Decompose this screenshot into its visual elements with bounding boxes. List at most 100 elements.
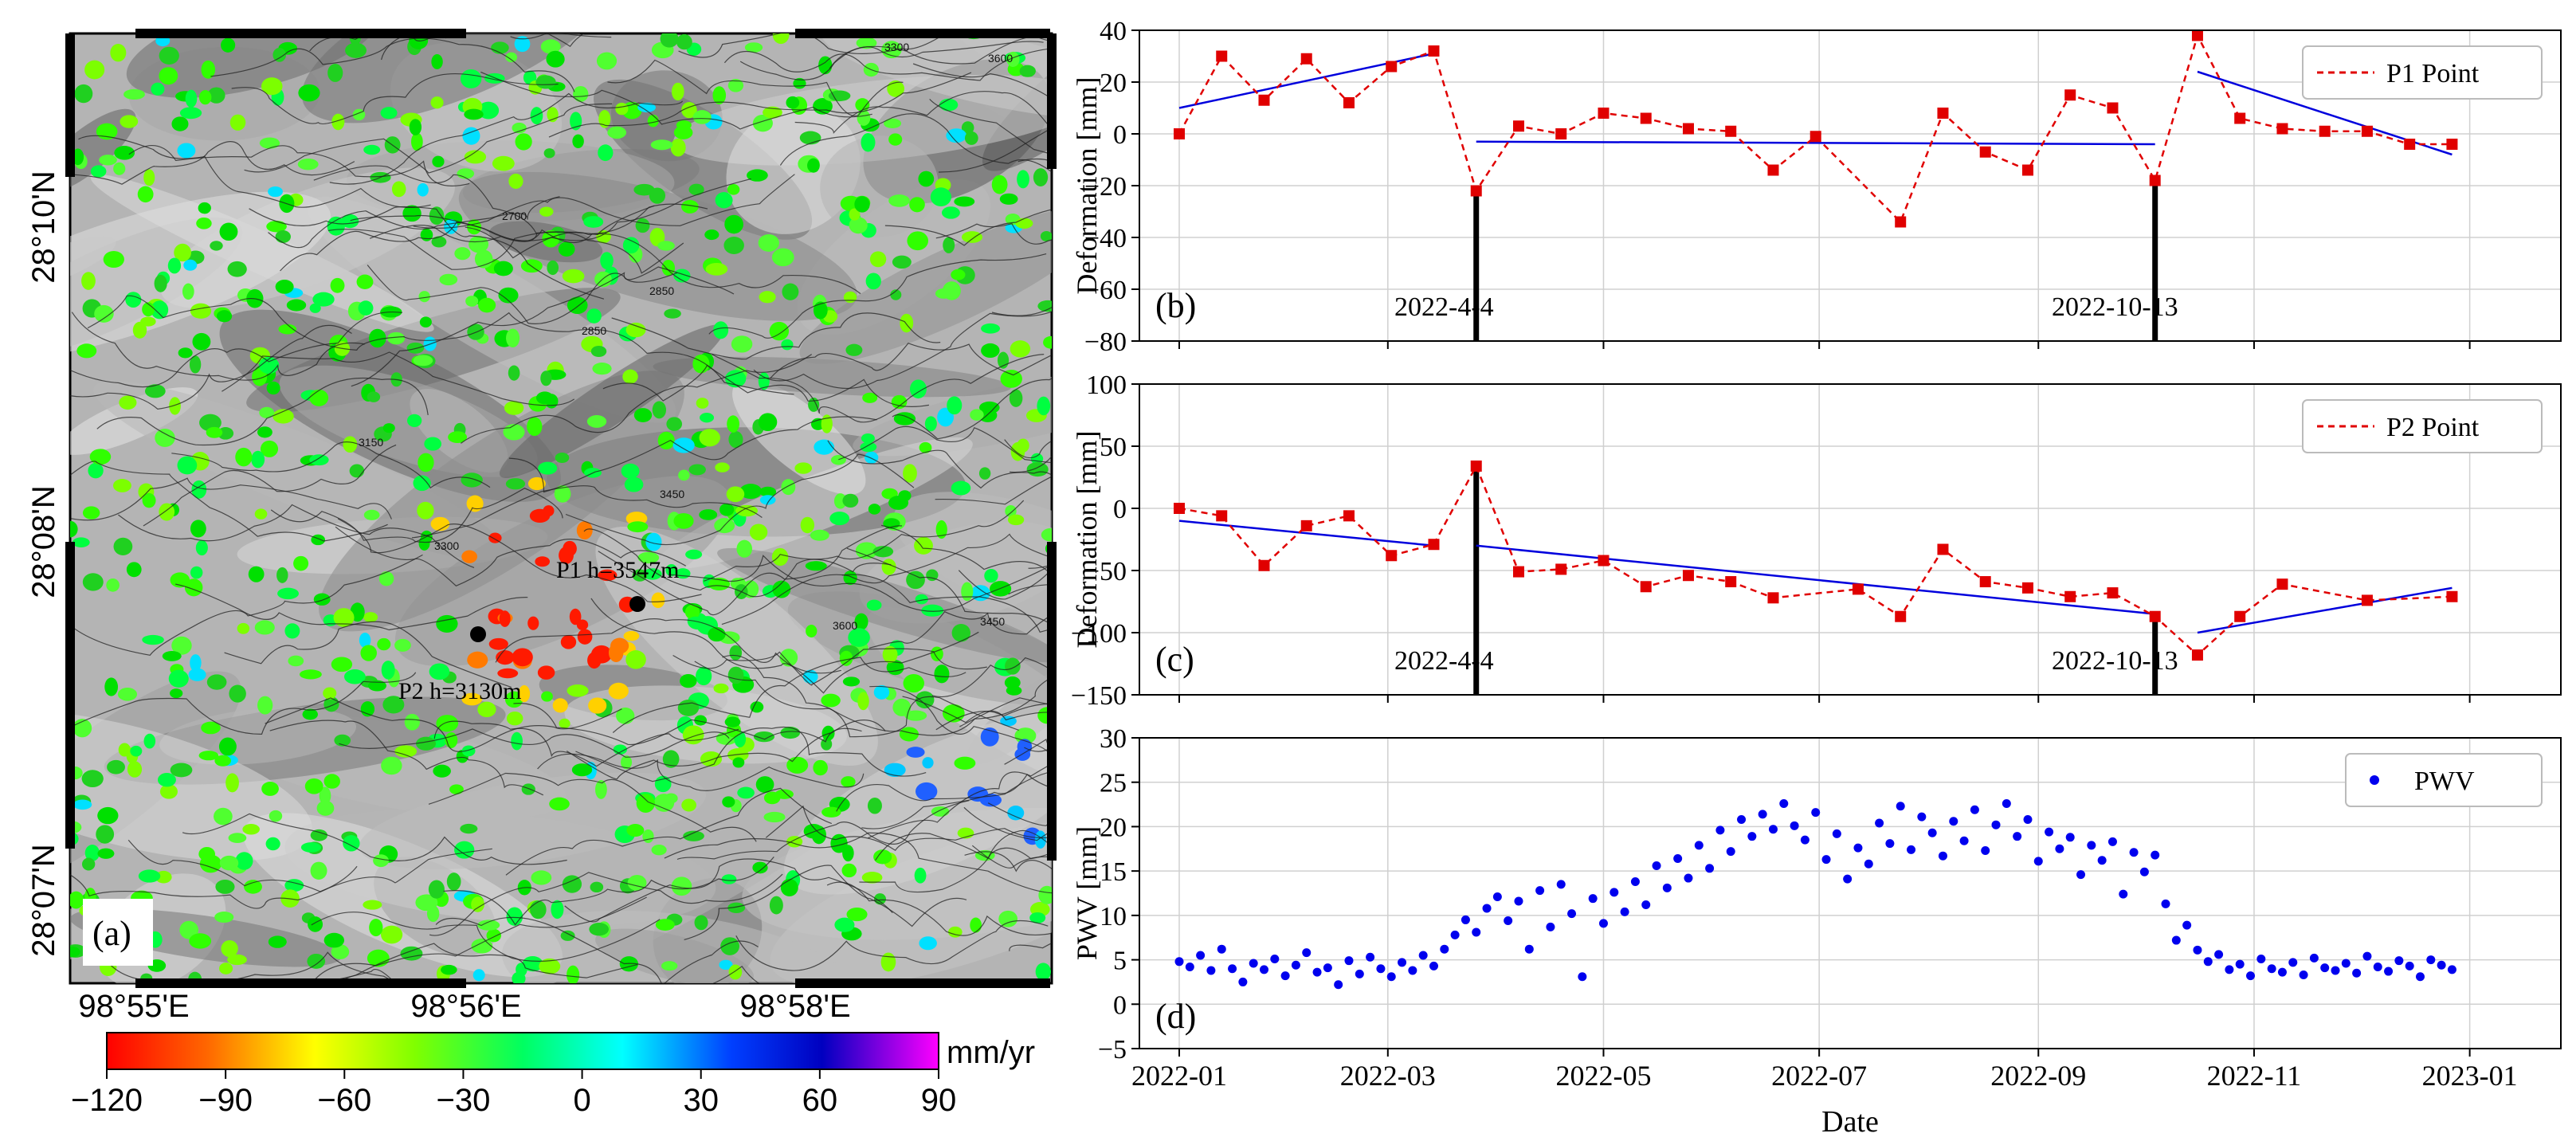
- event-label-2: 2022-10-13: [2052, 292, 2178, 322]
- data-point: [1673, 854, 1683, 864]
- data-point: [1705, 864, 1715, 873]
- data-point: [1470, 185, 1482, 197]
- contour-label: 2850: [582, 324, 606, 337]
- data-point: [1652, 861, 1661, 870]
- data-point: [1640, 581, 1652, 593]
- data-point: [1598, 919, 1608, 928]
- trend-line: [1178, 520, 1434, 547]
- data-point: [1556, 880, 1566, 889]
- data-point: [1174, 128, 1185, 139]
- series-line: [1178, 33, 2452, 224]
- data-point: [1725, 125, 1737, 137]
- contour-label: 3600: [988, 52, 1013, 65]
- data-point: [2161, 899, 2170, 908]
- lon-label-1: 98°55'E: [78, 989, 189, 1024]
- data-point: [1249, 959, 1258, 968]
- data-point: [2045, 827, 2054, 837]
- data-point: [2129, 848, 2139, 857]
- data-point: [1598, 555, 1610, 567]
- data-point: [1291, 960, 1300, 970]
- data-point: [1280, 971, 1290, 981]
- event-label-2: 2022-10-13: [2052, 646, 2178, 676]
- p1-marker: [629, 596, 645, 612]
- legend: P1 Point: [2302, 45, 2543, 100]
- legend-label: P2 Point: [2386, 413, 2480, 442]
- colorbar-tick-label: 60: [802, 1083, 838, 1118]
- data-point: [2405, 961, 2414, 971]
- lon-label-2: 98°56'E: [410, 989, 521, 1024]
- data-point: [2362, 951, 2372, 961]
- data-point: [2394, 956, 2404, 966]
- data-point: [1811, 808, 1821, 818]
- data-point: [2235, 959, 2245, 969]
- data-point: [1386, 61, 1398, 73]
- data-point: [2139, 867, 2149, 876]
- data-point: [1737, 815, 1747, 825]
- data-point: [2373, 962, 2382, 971]
- data-point: [1821, 855, 1831, 865]
- y-tick-label: 0: [1113, 990, 1127, 1020]
- data-point: [1991, 820, 2001, 829]
- data-point: [2234, 610, 2246, 622]
- y-tick-label: 10: [1100, 902, 1127, 931]
- data-point: [1790, 821, 1799, 830]
- data-point: [2446, 590, 2458, 602]
- data-point: [1567, 909, 1577, 919]
- panel-label-b: (b): [1155, 286, 1196, 325]
- data-point: [1312, 967, 1322, 977]
- ylabel: Deformation [mm]: [1071, 77, 1103, 295]
- colorbar-tick-label: −30: [436, 1083, 490, 1118]
- data-point: [1694, 841, 1704, 850]
- data-point: [2331, 966, 2340, 975]
- data-point: [2087, 841, 2096, 850]
- colorbar-tick-label: −60: [317, 1083, 371, 1118]
- y-tick-label: 15: [1100, 857, 1127, 887]
- data-point: [1302, 948, 1312, 958]
- data-point: [1662, 883, 1672, 892]
- data-point: [1535, 886, 1545, 896]
- data-point: [1938, 851, 1947, 861]
- data-point: [2234, 112, 2246, 124]
- legend: PWV: [2345, 753, 2543, 807]
- data-point: [2267, 964, 2276, 974]
- data-point: [1641, 900, 1651, 909]
- legend-label: PWV: [2414, 767, 2475, 796]
- data-point: [2276, 123, 2288, 135]
- data-point: [1555, 563, 1567, 575]
- colorbar-tick-label: −120: [71, 1083, 143, 1118]
- data-point: [1875, 818, 1884, 828]
- x-tick-label: 2022-05: [1555, 1060, 1651, 1092]
- data-point: [2384, 967, 2394, 976]
- data-point: [1450, 930, 1460, 939]
- data-point: [1949, 817, 1958, 826]
- contour-label: 3300: [884, 41, 909, 53]
- data-point: [1610, 888, 1619, 897]
- event-label-1: 2022-4-4: [1394, 646, 1494, 676]
- data-point: [1937, 108, 1949, 119]
- data-point: [2149, 610, 2161, 622]
- x-tick-label: 2022-01: [1131, 1060, 1227, 1092]
- data-point: [2021, 164, 2033, 176]
- y-tick-label: −60: [1084, 276, 1127, 305]
- data-point: [1981, 846, 1990, 856]
- colorbar-tick-label: 0: [573, 1083, 590, 1118]
- colorbar-tick-label: −90: [198, 1083, 253, 1118]
- xlabel: Date: [1821, 1105, 1879, 1139]
- trend-line: [1476, 544, 2155, 615]
- data-point: [2151, 850, 2160, 860]
- data-point: [1843, 874, 1853, 884]
- data-point: [1715, 825, 1725, 835]
- y-tick-label: 40: [1100, 17, 1127, 46]
- data-point: [2361, 594, 2373, 606]
- data-point: [1927, 828, 1937, 837]
- data-point: [1343, 97, 1355, 108]
- data-point: [1546, 922, 1555, 931]
- data-point: [1398, 958, 1407, 967]
- y-tick-label: −20: [1084, 172, 1127, 202]
- data-point: [1725, 576, 1737, 588]
- data-point: [1832, 829, 1841, 838]
- data-point: [2107, 102, 2119, 114]
- data-point: [1726, 847, 1735, 857]
- data-point: [2191, 649, 2203, 661]
- p2-marker: [470, 626, 486, 642]
